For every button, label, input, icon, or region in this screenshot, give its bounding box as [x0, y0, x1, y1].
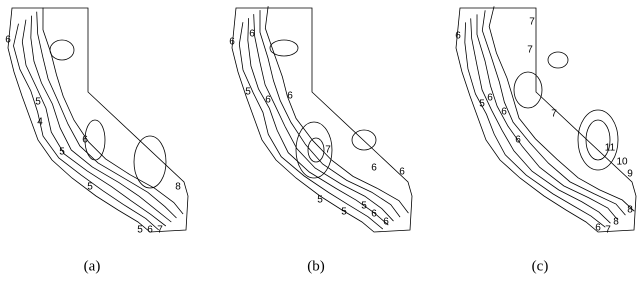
contour-label: 7: [527, 45, 533, 56]
contour-line: [477, 14, 617, 219]
contour-loop: [514, 72, 542, 108]
contour-line: [465, 22, 605, 227]
contour-label: 6: [265, 95, 271, 106]
contour-line: [43, 8, 183, 214]
contour-loop: [134, 136, 166, 188]
contour-loop: [352, 130, 376, 150]
contour-label: 6: [5, 35, 11, 46]
contour-label: 6: [487, 93, 493, 104]
state-outline: [8, 8, 188, 232]
contour-label: 6: [249, 29, 255, 40]
contour-label: 6: [595, 223, 601, 234]
contour-loop: [548, 52, 568, 68]
contour-label: 5: [479, 99, 485, 110]
contour-label: 5: [59, 147, 65, 158]
contour-label: 8: [613, 217, 619, 228]
figure: 6545658567(a)6656676565665(b)76765667111…: [0, 0, 643, 285]
contour-label: 10: [616, 157, 628, 168]
contour-label: 7: [325, 145, 331, 156]
panel-label: (a): [84, 258, 101, 274]
contour-loop: [578, 110, 618, 170]
contour-label: 5: [137, 225, 143, 236]
contour-loop: [586, 120, 610, 160]
contour-label: 5: [317, 195, 323, 206]
contour-line: [13, 24, 158, 230]
contour-label: 7: [157, 225, 163, 236]
contour-line: [239, 22, 383, 229]
contour-line: [37, 12, 177, 218]
state-outline: [456, 8, 636, 232]
contour-label: 6: [371, 163, 377, 174]
contour-line: [31, 16, 171, 222]
contour-label: 11: [605, 143, 616, 154]
contour-label: 8: [627, 205, 633, 216]
panel-label: (b): [307, 258, 325, 274]
contour-label: 9: [627, 169, 633, 180]
contour-label: 6: [383, 217, 389, 228]
contour-line: [489, 6, 634, 211]
contour-loop: [50, 40, 74, 60]
contour-label: 6: [455, 31, 461, 42]
contour-label: 5: [35, 97, 41, 108]
contour-label: 6: [147, 225, 153, 236]
contour-loop: [270, 40, 298, 56]
contour-label: 7: [529, 17, 535, 28]
contour-label: 6: [82, 135, 88, 146]
contour-line: [254, 14, 394, 221]
contour-label: 5: [361, 201, 367, 212]
contour-label: 5: [87, 182, 93, 193]
contour-line: [260, 10, 400, 217]
contour-label: 4: [37, 117, 43, 128]
contour-label: 6: [287, 91, 293, 102]
contour-label: 6: [371, 209, 377, 220]
contour-line: [471, 18, 611, 223]
contour-label: 5: [341, 207, 347, 218]
contour-loop: [85, 120, 105, 160]
contour-label: 8: [175, 182, 181, 193]
contour-line: [265, 6, 408, 213]
contour-label: 7: [605, 225, 611, 236]
panel-label: (c): [532, 258, 549, 274]
contour-label: 6: [229, 37, 235, 48]
contour-label: 6: [515, 135, 521, 146]
contour-line: [22, 20, 166, 226]
contour-label: 5: [245, 87, 251, 98]
contour-label: 7: [551, 109, 557, 120]
contour-label: 6: [501, 107, 507, 118]
contour-label: 6: [399, 167, 405, 178]
